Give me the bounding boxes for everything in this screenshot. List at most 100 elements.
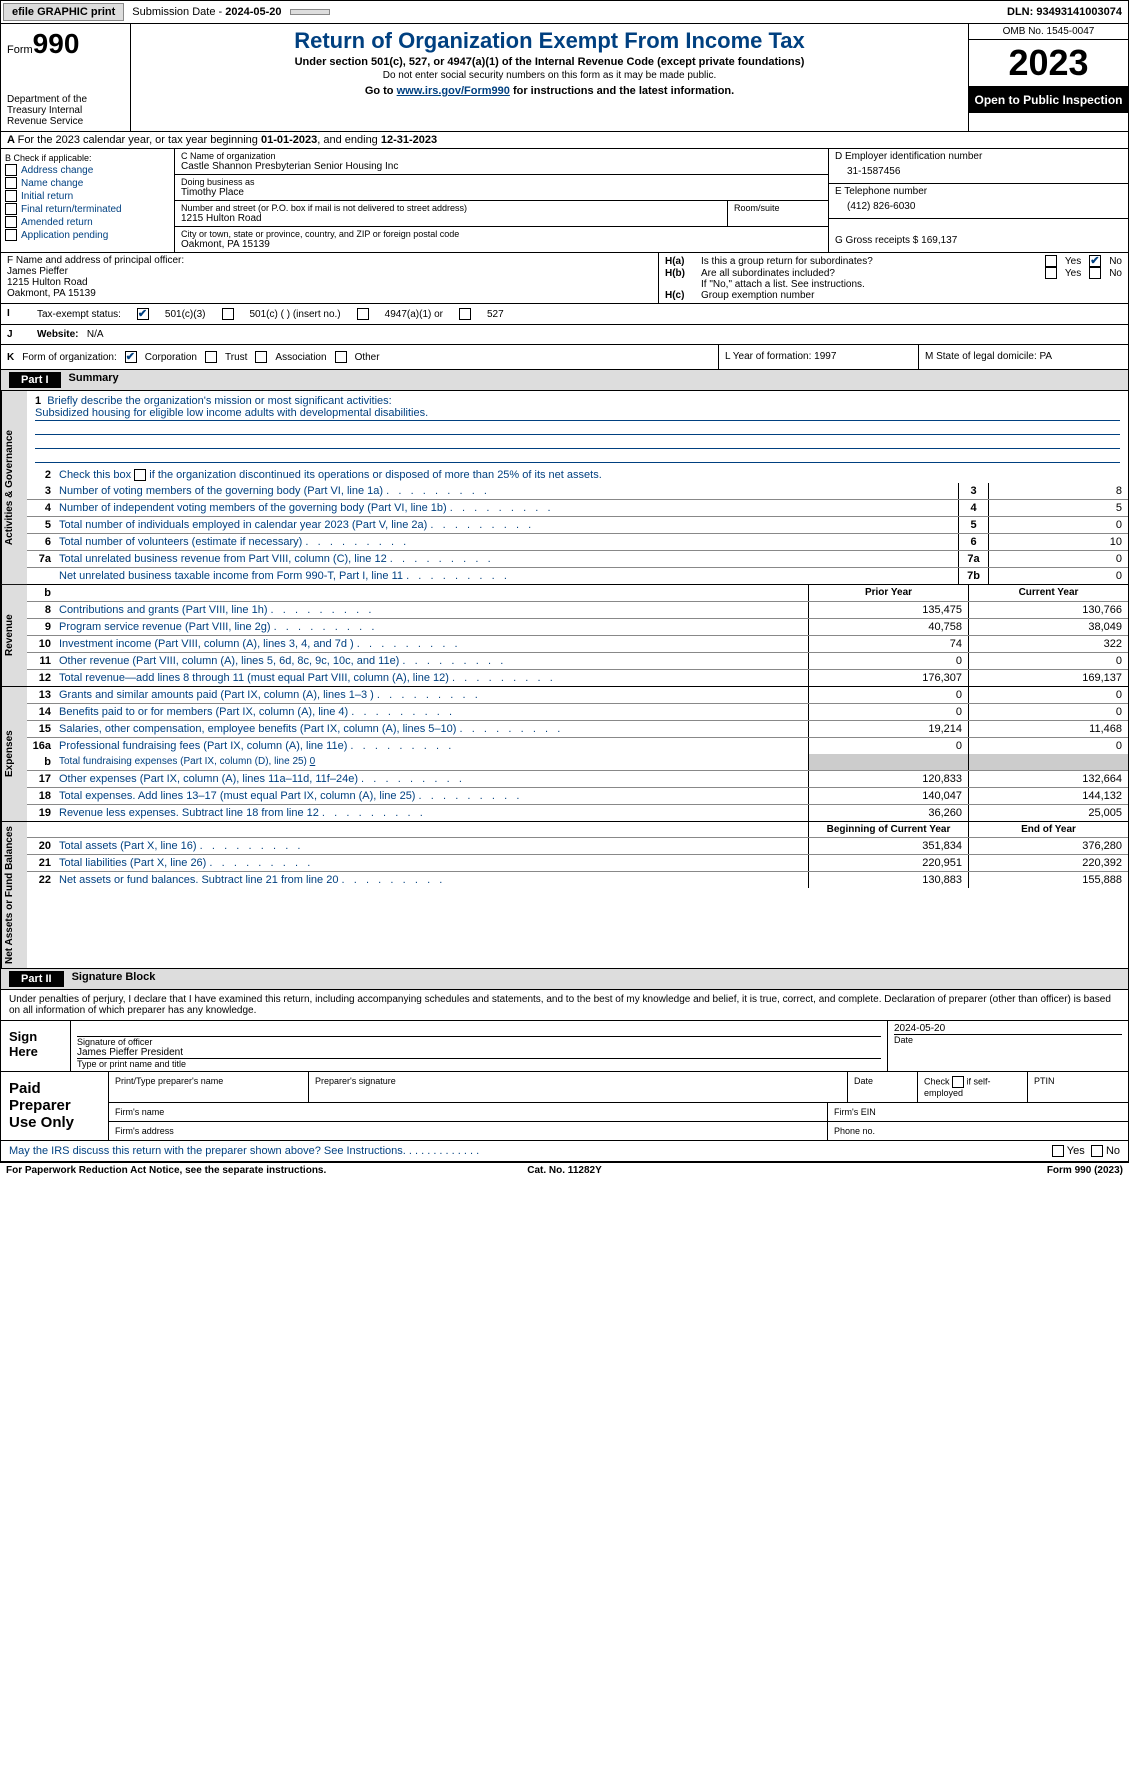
chk-527[interactable] (459, 308, 471, 320)
opt-association: Association (275, 352, 326, 363)
irs-yes-chk[interactable] (1052, 1145, 1064, 1157)
s2-num: 2 (27, 467, 55, 483)
rev-num-3: 11 (27, 653, 55, 669)
sign-here-block: Sign Here Signature of officer James Pie… (0, 1021, 1129, 1072)
chk-amended-return[interactable] (5, 216, 17, 228)
gov-num-3: 6 (27, 534, 55, 550)
officer-signature-line (77, 1023, 881, 1037)
exp-num-1: 14 (27, 704, 55, 720)
exp-curr-1: 0 (968, 704, 1128, 720)
paid-preparer-label: Paid Preparer Use Only (1, 1072, 109, 1140)
irs-discuss-row: May the IRS discuss this return with the… (0, 1141, 1129, 1162)
gov-val-4: 0 (988, 551, 1128, 567)
city-label: City or town, state or province, country… (181, 229, 822, 239)
hb-yes-chk[interactable] (1045, 267, 1057, 279)
omb-number: OMB No. 1545-0047 (969, 24, 1128, 40)
gov-num-2: 5 (27, 517, 55, 533)
dept-text: Department of the Treasury Internal Reve… (7, 94, 124, 127)
net-prior-2: 130,883 (808, 872, 968, 888)
mission-line3 (35, 435, 1120, 449)
website-value: N/A (87, 329, 104, 340)
sign-here-label: Sign Here (1, 1021, 71, 1071)
k-label: K (7, 352, 14, 363)
ha-yes-chk[interactable] (1045, 255, 1057, 267)
section-h: H(a) Is this a group return for subordin… (658, 253, 1128, 303)
gov-cell-1: 4 (958, 500, 988, 516)
opt-4947: 4947(a)(1) or (385, 309, 443, 320)
m-state-domicile: M State of legal domicile: PA (918, 345, 1128, 369)
chk-corporation[interactable] (125, 351, 137, 363)
hdr-beginning: Beginning of Current Year (808, 822, 968, 837)
subtitle-3: Go to www.irs.gov/Form990 for instructio… (137, 85, 962, 97)
chk-4947[interactable] (357, 308, 369, 320)
name-label: Type or print name and title (77, 1059, 881, 1069)
date-label: Date (894, 1035, 1122, 1045)
exp-num-3: 16a (27, 738, 55, 754)
firm-addr-lbl: Firm's address (109, 1122, 828, 1140)
gov-cell-4: 7a (958, 551, 988, 567)
rev-num-4: 12 (27, 670, 55, 686)
exp2-desc-0: Other expenses (Part IX, column (A), lin… (55, 771, 808, 787)
exp2-prior-1: 140,047 (808, 788, 968, 804)
ha-text: Is this a group return for subordinates? (701, 256, 1045, 267)
dba-label: Doing business as (181, 177, 822, 187)
s16b-num: b (27, 754, 55, 770)
instructions-link[interactable]: www.irs.gov/Form990 (397, 85, 510, 97)
public-inspection: Open to Public Inspection (969, 87, 1128, 113)
page-footer: For Paperwork Reduction Act Notice, see … (0, 1162, 1129, 1178)
s16b-text: Total fundraising expenses (Part IX, col… (55, 754, 808, 770)
b-marker: b (27, 585, 55, 601)
ha-no-chk[interactable] (1089, 255, 1101, 267)
chk-501c[interactable] (222, 308, 234, 320)
tel-value: (412) 826-6030 (835, 197, 1122, 216)
column-c: C Name of organization Castle Shannon Pr… (175, 149, 828, 252)
hb-no-chk[interactable] (1089, 267, 1101, 279)
opt-name-change: Name change (21, 178, 83, 189)
revenue-section: Revenue bPrior YearCurrent Year 8Contrib… (0, 585, 1129, 687)
rev-curr-1: 38,049 (968, 619, 1128, 635)
footer-mid: Cat. No. 11282Y (378, 1165, 750, 1176)
exp2-num-1: 18 (27, 788, 55, 804)
opt-application-pending: Application pending (21, 230, 108, 241)
chk-discontinued[interactable] (134, 469, 146, 481)
j-text: Website: (37, 329, 79, 340)
rev-desc-3: Other revenue (Part VIII, column (A), li… (55, 653, 808, 669)
exp2-curr-0: 132,664 (968, 771, 1128, 787)
chk-trust[interactable] (205, 351, 217, 363)
officer-name: James Pieffer (7, 266, 652, 277)
prep-selfemp: Check if self-employed (918, 1072, 1028, 1102)
exp-curr-3: 0 (968, 738, 1128, 754)
chk-association[interactable] (255, 351, 267, 363)
chk-address-change[interactable] (5, 164, 17, 176)
chk-application-pending[interactable] (5, 229, 17, 241)
form-header: Form990 Department of the Treasury Inter… (0, 24, 1129, 132)
exp-num-0: 13 (27, 687, 55, 703)
chk-501c3[interactable] (137, 308, 149, 320)
opt-527: 527 (487, 309, 504, 320)
irs-no-chk[interactable] (1091, 1145, 1103, 1157)
rev-desc-1: Program service revenue (Part VIII, line… (55, 619, 808, 635)
gov-cell-5: 7b (958, 568, 988, 584)
gov-cell-2: 5 (958, 517, 988, 533)
efile-print-button[interactable]: efile GRAPHIC print (3, 3, 124, 21)
chk-self-employed[interactable] (952, 1076, 964, 1088)
blank-button[interactable] (290, 9, 330, 15)
chk-other[interactable] (335, 351, 347, 363)
org-name: Castle Shannon Presbyterian Senior Housi… (181, 161, 822, 172)
rev-prior-3: 0 (808, 653, 968, 669)
exp-curr-2: 11,468 (968, 721, 1128, 737)
rev-num-2: 10 (27, 636, 55, 652)
s16b-grey1 (808, 754, 968, 770)
prep-date-hdr: Date (848, 1072, 918, 1102)
net-desc-2: Net assets or fund balances. Subtract li… (55, 872, 808, 888)
chk-initial-return[interactable] (5, 190, 17, 202)
ein-label: D Employer identification number (835, 151, 1122, 162)
exp2-num-2: 19 (27, 805, 55, 821)
gov-val-2: 0 (988, 517, 1128, 533)
chk-final-return[interactable] (5, 203, 17, 215)
s16b-grey2 (968, 754, 1128, 770)
vtab-net: Net Assets or Fund Balances (1, 822, 27, 968)
i-label: I (1, 304, 31, 324)
firm-name-lbl: Firm's name (109, 1103, 828, 1121)
chk-name-change[interactable] (5, 177, 17, 189)
